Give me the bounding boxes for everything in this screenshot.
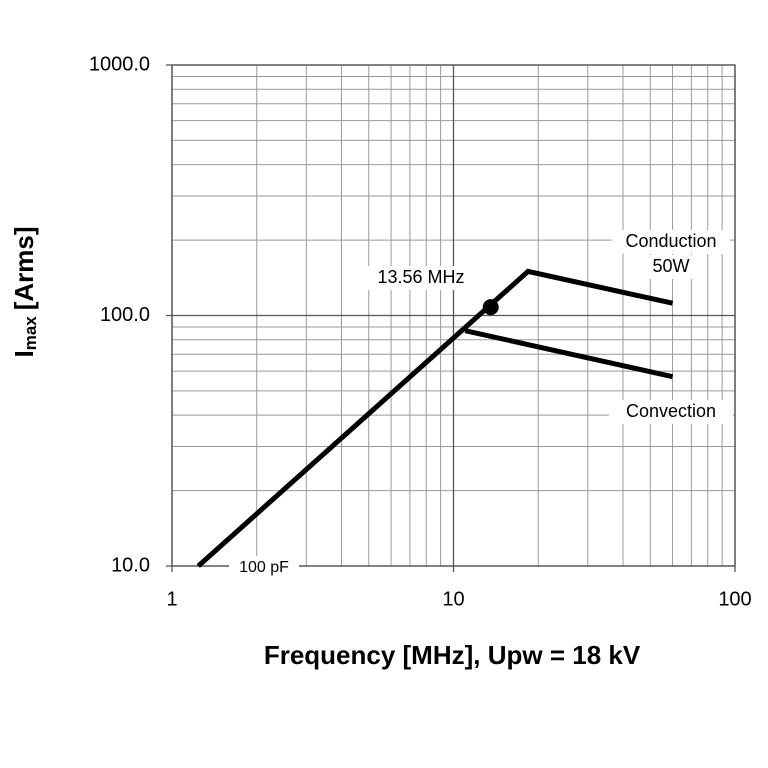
annotation: 13.56 MHz	[377, 267, 464, 287]
y-axis-label: Imax [Arms]	[9, 226, 41, 357]
y-tick-label: 10.0	[111, 554, 150, 576]
annotation-background	[366, 266, 476, 290]
annotation: 50W	[652, 256, 689, 276]
annotation-background	[646, 255, 696, 279]
x-tick-label: 1	[166, 588, 177, 610]
annotation-background	[229, 556, 299, 580]
x-axis-label: Frequency [MHz], Upw = 18 kV	[264, 640, 641, 670]
y-tick-label: 1000.0	[89, 53, 150, 75]
annotation: Conduction	[625, 231, 716, 251]
annotation: Convection	[626, 401, 716, 421]
data-line	[464, 328, 674, 380]
y-label-rest: [Arms]	[9, 226, 39, 310]
y-label-main: I	[9, 350, 39, 357]
annotation: 100 pF	[239, 559, 289, 576]
data-point	[482, 299, 499, 316]
x-tick-label: 10	[442, 588, 464, 610]
annotation-background	[609, 400, 733, 424]
data-line	[196, 268, 674, 568]
y-label-sub: max	[21, 316, 40, 351]
x-tick-label: 100	[718, 588, 751, 610]
y-tick-label: 100.0	[100, 304, 150, 326]
annotation-background	[612, 230, 730, 254]
plot-frame	[171, 64, 736, 567]
